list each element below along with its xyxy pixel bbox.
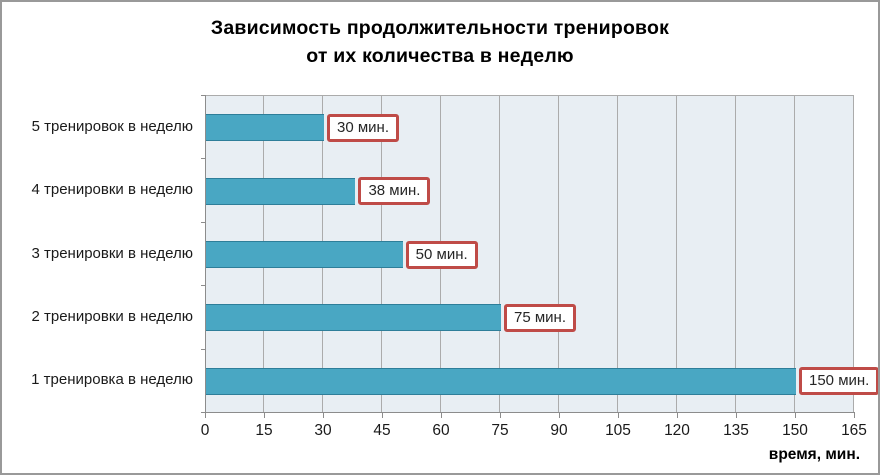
- value-callout-150-min: 150 мин.: [799, 367, 878, 396]
- x-tick-mark-165: [854, 413, 855, 418]
- y-tick-mark-4: [201, 348, 205, 350]
- gridline-150: [794, 96, 795, 412]
- chart-title-line2: от их количества в неделю: [306, 45, 574, 67]
- bar-50-min: [206, 241, 403, 268]
- x-tick-label-15: 15: [255, 422, 273, 439]
- y-tick-mark-0: [201, 95, 205, 96]
- x-tick-mark-90: [559, 413, 560, 418]
- y-tick-mark-5: [201, 412, 205, 413]
- category-label-4: 4 тренировки в неделю: [31, 181, 193, 199]
- x-tick-mark-135: [736, 413, 737, 418]
- bar-30-min: [206, 114, 324, 142]
- gridline-105: [617, 96, 618, 412]
- gridline-120: [676, 96, 677, 412]
- x-tick-mark-60: [441, 413, 442, 418]
- x-tick-label-135: 135: [723, 422, 749, 439]
- y-tick-mark-1: [201, 158, 205, 160]
- x-axis-line: [205, 412, 855, 413]
- category-label-1: 1 тренировка в неделю: [31, 371, 193, 389]
- y-axis-line: [205, 95, 206, 413]
- x-tick-mark-105: [618, 413, 619, 418]
- value-callout-38-min: 38 мин.: [358, 177, 431, 206]
- x-tick-mark-15: [264, 413, 265, 418]
- bar-75-min: [206, 304, 501, 332]
- x-tick-label-45: 45: [373, 422, 391, 439]
- value-callout-30-min: 30 мин.: [327, 113, 399, 142]
- x-axis-title: время, мин.: [768, 446, 860, 463]
- chart-title: Зависимость продолжительности тренировок…: [2, 14, 878, 70]
- y-tick-mark-3: [201, 285, 205, 287]
- value-callout-75-min: 75 мин.: [504, 303, 576, 332]
- y-tick-mark-2: [201, 221, 205, 223]
- chart-title-line1: Зависимость продолжительности тренировок: [210, 17, 670, 39]
- x-tick-label-75: 75: [491, 422, 509, 439]
- x-tick-label-0: 0: [200, 422, 210, 439]
- x-tick-mark-45: [382, 413, 383, 418]
- bar-38-min: [206, 177, 356, 205]
- x-tick-mark-0: [205, 413, 206, 418]
- gridline-90: [558, 96, 559, 412]
- category-label-3: 3 тренировки в неделю: [31, 244, 193, 262]
- gridline-165: [853, 96, 854, 412]
- x-tick-mark-30: [323, 413, 324, 418]
- gridline-135: [735, 96, 736, 412]
- x-tick-label-105: 105: [605, 422, 631, 439]
- x-tick-label-165: 165: [841, 422, 867, 439]
- x-tick-label-150: 150: [782, 422, 808, 439]
- x-tick-mark-120: [677, 413, 678, 418]
- x-tick-label-120: 120: [664, 422, 690, 439]
- category-label-2: 2 тренировки в неделю: [31, 307, 193, 325]
- x-tick-label-90: 90: [550, 422, 568, 439]
- x-tick-mark-75: [500, 413, 501, 418]
- value-callout-50-min: 50 мин.: [405, 240, 478, 269]
- x-tick-label-30: 30: [314, 422, 332, 439]
- gridline-75: [499, 96, 500, 412]
- x-tick-label-60: 60: [432, 422, 450, 439]
- category-label-5: 5 тренировок в неделю: [31, 117, 193, 135]
- x-tick-mark-150: [795, 413, 796, 418]
- plot-area: [205, 95, 854, 412]
- bar-150-min: [206, 367, 796, 395]
